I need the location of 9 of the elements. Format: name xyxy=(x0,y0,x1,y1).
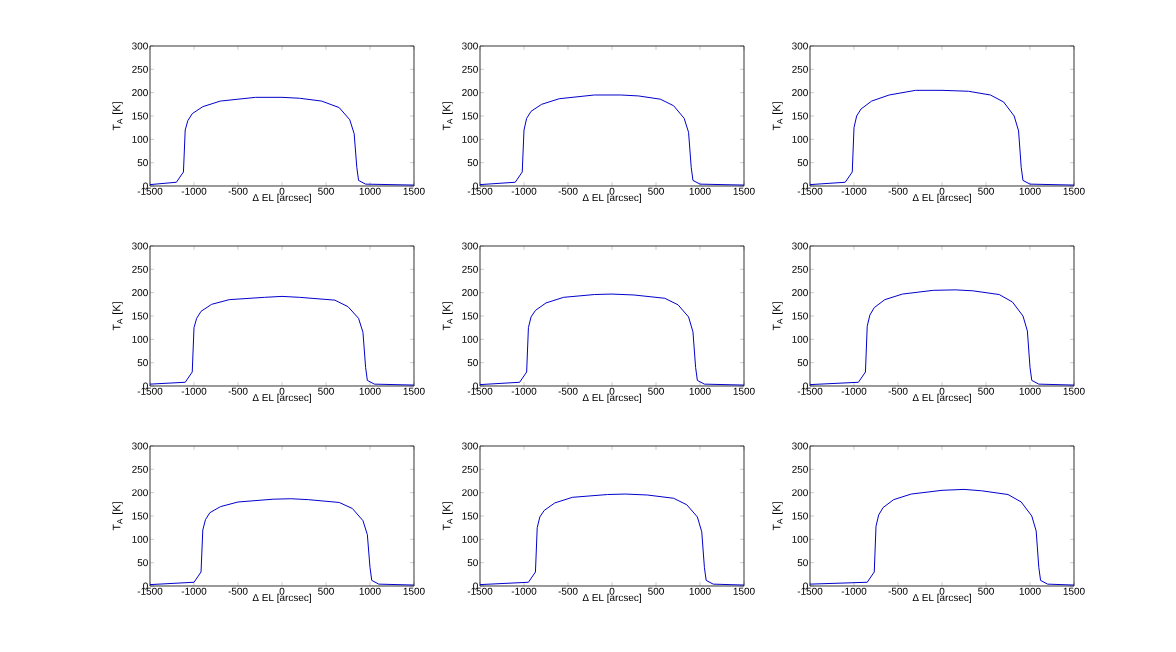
line-series xyxy=(810,488,1075,586)
line-series xyxy=(480,493,744,586)
line-series xyxy=(810,289,1075,386)
line-series xyxy=(480,94,744,186)
line-series xyxy=(150,498,414,586)
line-series xyxy=(150,295,414,386)
line-series xyxy=(810,89,1075,186)
line-series xyxy=(480,293,744,386)
line-series xyxy=(150,96,414,186)
